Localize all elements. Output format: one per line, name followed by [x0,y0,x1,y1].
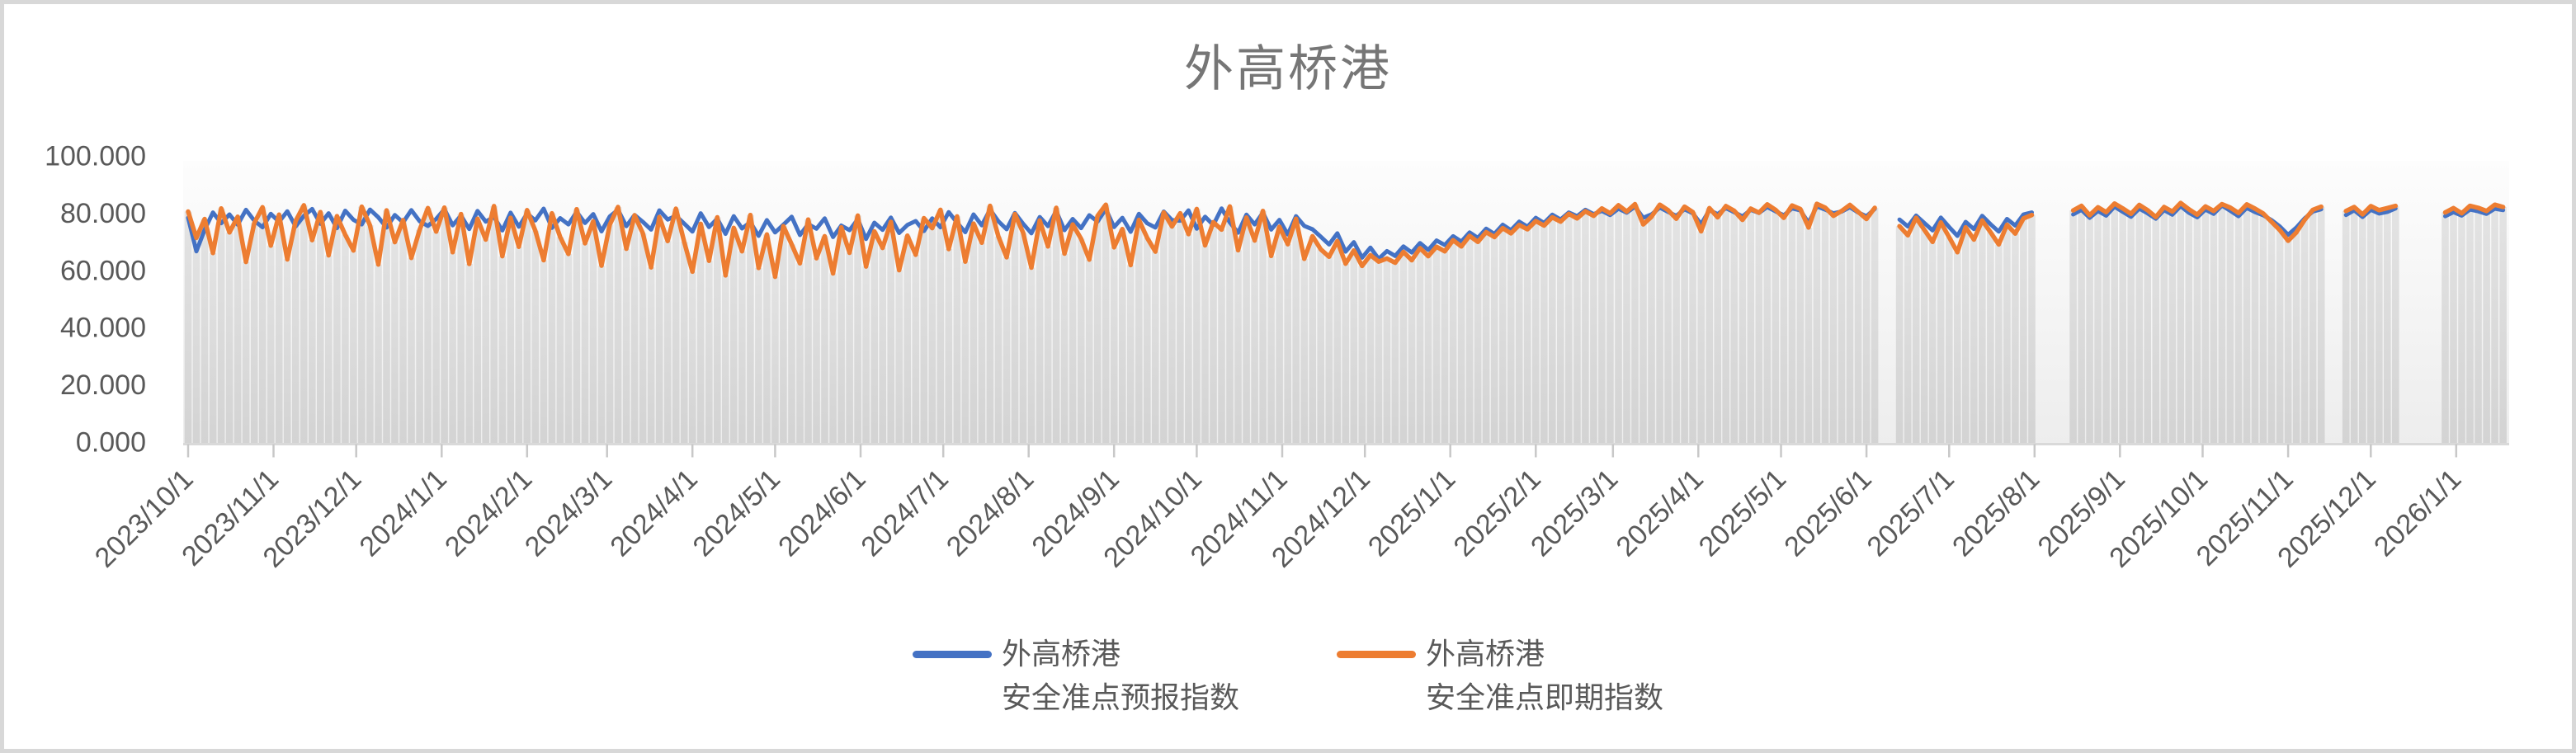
y-axis-labels: 100.000 80.000 60.000 40.000 20.000 0.000 [45,141,146,459]
line-series-spot [186,200,2506,280]
svg-text:2025/4/1: 2025/4/1 [1610,464,1709,562]
svg-text:100.000: 100.000 [45,141,146,172]
x-axis [183,443,2509,458]
svg-text:0.000: 0.000 [76,427,146,459]
svg-text:2024/2/1: 2024/2/1 [439,464,538,562]
svg-text:2024/6/1: 2024/6/1 [772,464,871,562]
line-series-forecast [186,203,2506,261]
x-axis-labels: 2023/10/12023/11/12023/12/12024/1/12024/… [89,464,2468,574]
svg-text:2025/7/1: 2025/7/1 [1861,464,1960,562]
svg-text:2024/3/1: 2024/3/1 [519,464,618,562]
svg-text:2024/4/1: 2024/4/1 [604,464,703,562]
svg-text:2025/1/1: 2025/1/1 [1362,464,1461,562]
svg-text:2024/7/1: 2024/7/1 [855,464,954,562]
svg-text:2025/6/1: 2025/6/1 [1778,464,1877,562]
legend-item-spot[interactable]: 外高桥港 安全准点即期指数 [1337,633,1663,719]
spot-line-swatch [1337,651,1416,658]
svg-text:40.000: 40.000 [60,313,146,344]
svg-text:60.000: 60.000 [60,255,146,286]
svg-text:2026/1/1: 2026/1/1 [2368,464,2467,562]
chart-canvas[interactable]: 100.000 80.000 60.000 40.000 20.000 0.000 202… [4,4,2576,753]
svg-text:2024/8/1: 2024/8/1 [941,464,1040,562]
legend-item-forecast[interactable]: 外高桥港 安全准点预报指数 [912,633,1239,719]
chart-title[interactable]: 外高桥港 [1184,41,1392,96]
svg-text:20.000: 20.000 [60,369,146,401]
svg-text:2025/5/1: 2025/5/1 [1693,464,1792,562]
background-column-series [184,203,2507,445]
svg-text:2025/8/1: 2025/8/1 [1946,464,2045,562]
svg-text:80.000: 80.000 [60,198,146,229]
svg-text:2024/5/1: 2024/5/1 [687,464,786,562]
forecast-line-swatch [912,651,992,658]
legend-label-forecast: 外高桥港 安全准点预报指数 [1001,637,1239,714]
svg-text:2024/1/1: 2024/1/1 [353,464,452,562]
chart-legend: 外高桥港 安全准点预报指数 外高桥港 安全准点即期指数 [4,633,2572,719]
legend-label-spot: 外高桥港 安全准点即期指数 [1426,637,1664,714]
